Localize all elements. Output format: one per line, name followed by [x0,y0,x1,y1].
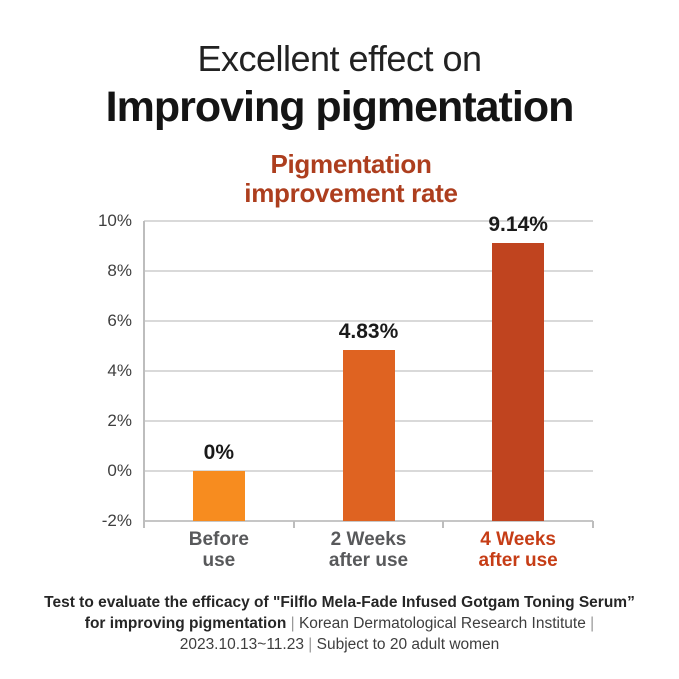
main-title-line1: Excellent effect on [197,38,482,79]
category-label: 4 Weeks after use [478,529,558,571]
footnote: Test to evaluate the efficacy of "Filflo… [10,592,669,655]
chart-title: Pigmentation improvement rate [244,149,458,208]
gridline [144,270,593,272]
footnote-segment: 2023.10.13~11.23 [179,636,304,653]
bar [492,242,545,521]
y-axis-label: -2% [101,511,132,530]
main-title-line2: Improving pigmentation [105,83,575,131]
gridline [144,520,593,522]
footnote-segment: | [303,636,317,653]
footnote-segment: | [590,615,595,632]
y-axis-label: 2% [107,411,132,430]
y-axis-label: 0% [107,461,132,480]
bar [192,471,245,521]
y-axis-label: 6% [107,311,132,330]
x-axis-tick [292,521,295,528]
y-axis-label: 8% [107,261,132,280]
y-axis-line [143,221,145,528]
category-label: Before use [188,529,249,571]
main-title: Excellent effect on Improving pigmentati… [0,36,679,132]
y-axis-label: 4% [107,361,132,380]
y-axis-label: 10% [97,211,132,230]
footnote-segment: Korean Dermatological Research Institute [298,615,586,632]
gridline [144,220,593,222]
bar-value-label: 0% [203,441,234,464]
bar-value-label: 9.14% [488,212,548,236]
bar [342,350,395,521]
x-axis-tick [592,521,594,528]
bar-chart-plot-area: 10% 8% 6% 4% 2% 0% -2% 0% Before use 4.83% 2 Weeks… [98,211,594,571]
footnote-segment: Subject to 20 adult women [316,636,500,653]
x-axis-tick [442,521,445,528]
footnote-segment: | [286,615,299,632]
bar-value-label: 4.83% [338,320,399,344]
footnote-segment: Test to evaluate the efficacy of "Filflo… [44,594,635,632]
gridline [144,320,593,322]
category-label: 2 Weeks after use [328,529,409,571]
